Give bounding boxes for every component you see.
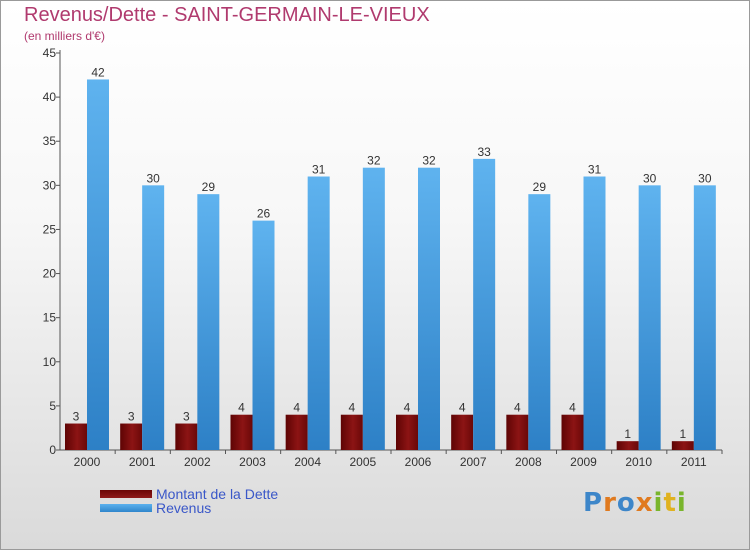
bar-revenus <box>307 176 330 450</box>
data-label-revenus: 30 <box>643 171 657 185</box>
bar-revenus <box>693 185 716 451</box>
data-label-dette: 1 <box>624 427 631 441</box>
legend-swatch-revenus <box>100 504 152 512</box>
legend-item-revenus: Revenus <box>100 500 212 516</box>
x-tick-label: 2001 <box>129 455 156 469</box>
bar-revenus <box>362 167 385 450</box>
proxiti-logo: Proxiti <box>583 488 687 518</box>
data-label-revenus: 33 <box>477 145 491 159</box>
y-tick-label: 0 <box>49 443 56 457</box>
bars-group <box>65 79 716 451</box>
bar-dette <box>285 414 308 450</box>
bar-dette <box>175 423 198 450</box>
logo-letter: r <box>603 488 617 518</box>
y-tick-label: 40 <box>43 90 57 104</box>
chart-axes: 0 5 10 15 20 25 30 35 40 45 <box>43 46 723 457</box>
data-label-dette: 1 <box>679 427 686 441</box>
y-tick-label: 20 <box>43 267 57 281</box>
data-label-dette: 4 <box>459 401 466 415</box>
x-tick-label: 2008 <box>515 455 542 469</box>
bar-dette <box>451 414 474 450</box>
data-label-revenus: 31 <box>312 163 326 177</box>
data-label-revenus: 29 <box>533 180 547 194</box>
x-tick-label: 2009 <box>570 455 597 469</box>
bar-revenus <box>142 185 165 451</box>
x-tick-label: 2005 <box>349 455 376 469</box>
data-label-revenus: 42 <box>91 65 105 79</box>
y-tick-label: 35 <box>43 134 57 148</box>
bar-dette <box>506 414 529 450</box>
x-tick-label: 2002 <box>184 455 211 469</box>
bar-revenus <box>583 176 606 450</box>
data-label-revenus: 30 <box>698 171 712 185</box>
bar-revenus <box>418 167 440 450</box>
data-label-dette: 3 <box>73 410 80 424</box>
bar-dette <box>340 414 363 450</box>
y-tick-label: 25 <box>43 222 57 236</box>
x-tick-label: 2010 <box>625 455 652 469</box>
y-tick-label: 10 <box>43 355 57 369</box>
data-label-revenus: 30 <box>146 171 160 185</box>
bar-dette <box>396 414 418 450</box>
data-label-revenus: 31 <box>588 163 602 177</box>
bar-revenus <box>252 220 275 450</box>
data-label-dette: 4 <box>404 401 411 415</box>
bar-dette <box>230 414 253 450</box>
bar-dette <box>671 441 694 450</box>
data-label-dette: 4 <box>293 401 300 415</box>
y-tick-label: 15 <box>43 311 57 325</box>
logo-letter: o <box>616 488 636 518</box>
logo-letter: t <box>663 488 677 518</box>
data-label-dette: 4 <box>238 401 245 415</box>
y-tick-label: 5 <box>49 399 56 413</box>
bar-revenus <box>473 158 496 450</box>
logo-letter: x <box>635 488 654 518</box>
data-label-revenus: 29 <box>202 180 216 194</box>
bar-revenus <box>87 79 109 450</box>
labels-group: 3 42 2000 3 30 2001 3 29 2002 4 26 2003 4 31 2004 4 32 20… <box>73 65 712 469</box>
x-tick-label: 2004 <box>294 455 321 469</box>
y-tick-label: 45 <box>43 46 57 60</box>
chart-title: Revenus/Dette - SAINT-GERMAIN-LE-VIEUX <box>24 4 430 26</box>
data-label-dette: 4 <box>514 401 521 415</box>
legend-label-revenus: Revenus <box>156 500 212 516</box>
data-label-revenus: 32 <box>367 154 381 168</box>
chart-subtitle: (en milliers d'€) <box>24 29 105 43</box>
bar-revenus <box>638 185 661 451</box>
legend-label-dette: Montant de la Dette <box>156 486 279 502</box>
x-tick-label: 2006 <box>405 455 432 469</box>
data-label-dette: 3 <box>128 410 135 424</box>
legend-swatch-dette <box>100 490 152 498</box>
logo-letter: i <box>653 488 664 518</box>
data-label-revenus: 26 <box>257 207 271 221</box>
data-label-revenus: 32 <box>422 154 436 168</box>
bar-dette <box>65 423 87 450</box>
data-label-dette: 3 <box>183 410 190 424</box>
bar-dette <box>561 414 584 450</box>
x-tick-label: 2011 <box>681 455 707 469</box>
x-tick-label: 2003 <box>239 455 266 469</box>
logo-letter: i <box>676 488 687 518</box>
legend-item-dette: Montant de la Dette <box>100 486 279 502</box>
bar-revenus <box>528 194 551 450</box>
bar-dette <box>616 441 639 450</box>
logo-letter: P <box>583 488 604 518</box>
x-tick-label: 2007 <box>460 455 487 469</box>
y-tick-label: 30 <box>43 178 57 192</box>
data-label-dette: 4 <box>569 401 576 415</box>
bar-revenus <box>197 194 220 450</box>
data-label-dette: 4 <box>348 401 355 415</box>
x-tick-label: 2000 <box>74 455 101 469</box>
bar-dette <box>120 423 143 450</box>
